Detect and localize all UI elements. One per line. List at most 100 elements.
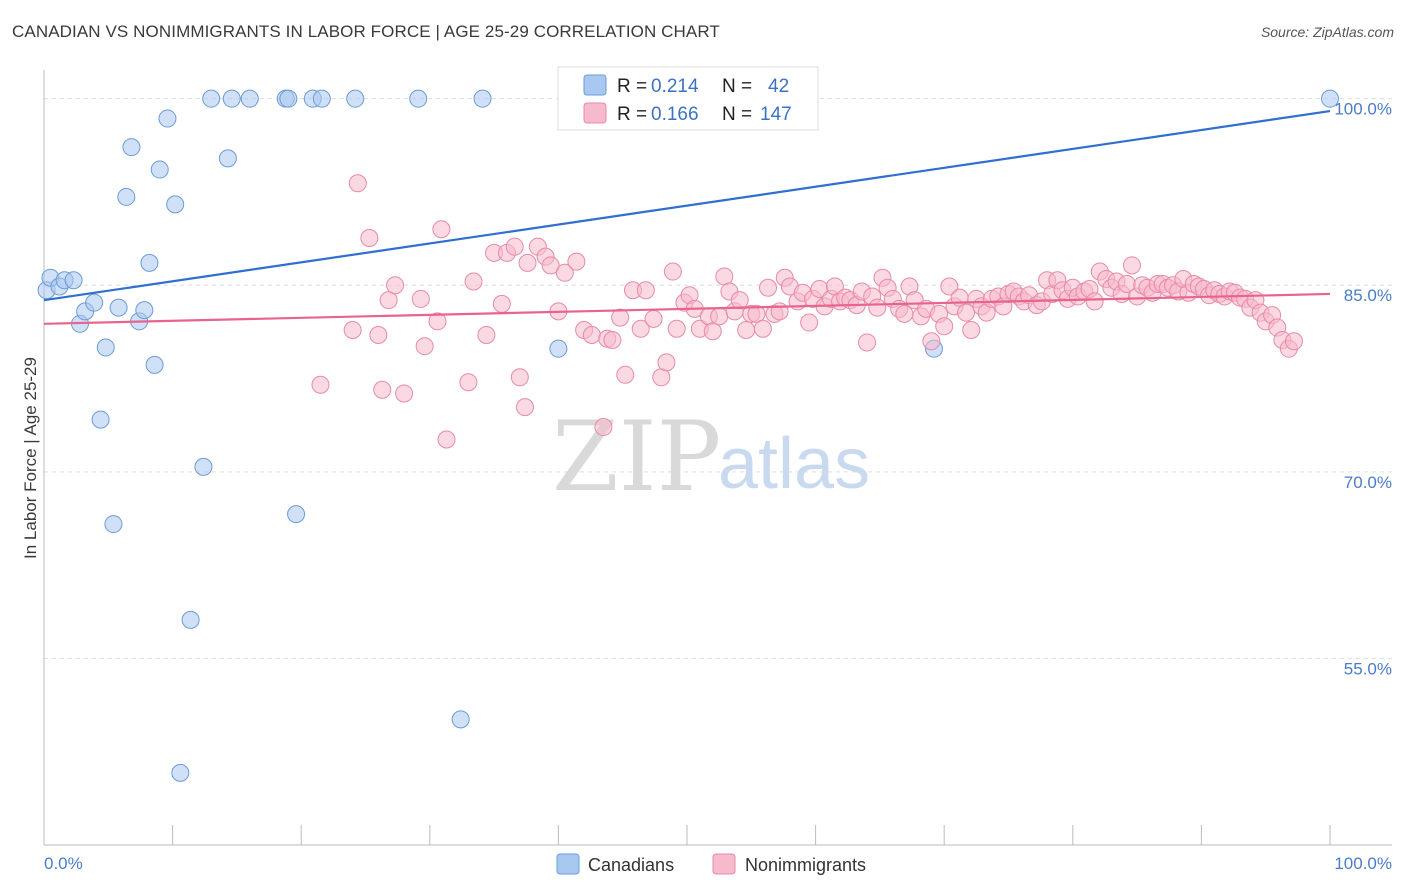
y-tick-label: 70.0% xyxy=(1344,473,1392,492)
nonimmigrants-point xyxy=(753,319,772,338)
canadians-point xyxy=(122,138,141,157)
y-tick-labels: 100.0% 85.0% 70.0% 55.0% xyxy=(1334,100,1392,679)
nonimmigrants-point xyxy=(657,353,676,372)
series-legend: Canadians Nonimmigrants xyxy=(556,853,866,875)
canadians-point xyxy=(346,89,365,108)
canadians-point xyxy=(171,763,190,782)
legend-n-value-canadians: 42 xyxy=(768,76,789,97)
y-tick-label: 100.0% xyxy=(1334,100,1392,119)
nonimmigrants-point xyxy=(730,291,749,310)
nonimmigrants-point xyxy=(373,380,392,399)
nonimmigrants-point xyxy=(611,308,630,327)
legend-swatch-canadians xyxy=(583,74,607,96)
x-tick-label-max: 100.0% xyxy=(1334,854,1392,873)
watermark-zip: ZIP xyxy=(552,401,721,513)
nonimmigrants-point xyxy=(957,303,976,322)
gridlines xyxy=(44,98,1392,659)
source-label: Source: ZipAtlas.com xyxy=(1260,24,1394,40)
canadians-point xyxy=(140,253,159,272)
nonimmigrants-point xyxy=(369,326,388,344)
y-tick-label: 55.0% xyxy=(1344,659,1392,678)
canadians-point xyxy=(279,89,298,108)
nonimmigrants-point xyxy=(555,263,574,282)
nonimmigrants-point xyxy=(411,289,430,308)
nonimmigrants-point xyxy=(703,322,722,341)
nonimmigrants-point xyxy=(603,330,622,349)
nonimmigrants-point xyxy=(770,302,789,321)
stats-legend: R = 0.214 N = 42 R = 0.166 N = 147 xyxy=(557,66,819,131)
nonimmigrants-point xyxy=(432,220,451,239)
nonimmigrants-point xyxy=(510,368,529,387)
canadians-point xyxy=(218,149,237,168)
nonimmigrants-point xyxy=(1122,256,1141,275)
nonimmigrants-point xyxy=(343,321,362,340)
canadians-point xyxy=(194,457,213,476)
nonimmigrants-point xyxy=(415,337,434,356)
bottom-legend-swatch-nonimmigrants xyxy=(712,853,736,875)
x-tick-label-min: 0.0% xyxy=(44,854,83,873)
nonimmigrants-point xyxy=(459,373,478,392)
nonimmigrants-point xyxy=(616,365,635,384)
nonimmigrants-point xyxy=(492,294,511,313)
bottom-legend-label-canadians: Canadians xyxy=(588,855,674,875)
nonimmigrants-point xyxy=(541,256,560,275)
nonimmigrants-point xyxy=(710,307,729,326)
bottom-legend-swatch-canadians xyxy=(556,853,580,875)
nonimmigrants-point xyxy=(437,430,456,449)
chart-title: CANADIAN VS NONIMMIGRANTS IN LABOR FORCE… xyxy=(12,22,720,41)
nonimmigrants-point xyxy=(379,291,398,310)
canadians-point xyxy=(451,710,470,729)
y-tick-label: 85.0% xyxy=(1344,286,1392,305)
canadians-point xyxy=(287,505,306,524)
canadians-point xyxy=(104,515,123,534)
nonimmigrants-points xyxy=(311,174,1303,449)
legend-n-label-nonimmigrants: N = xyxy=(722,104,752,125)
legend-swatch-nonimmigrants xyxy=(583,102,607,124)
canadians-trend-line xyxy=(43,110,1331,302)
nonimmigrants-point xyxy=(395,384,414,403)
canadians-point xyxy=(91,410,110,429)
nonimmigrants-point xyxy=(715,267,734,286)
nonimmigrants-point xyxy=(582,326,601,344)
nonimmigrants-point xyxy=(644,309,663,328)
nonimmigrants-point xyxy=(631,319,650,338)
nonimmigrants-point xyxy=(518,253,537,272)
nonimmigrants-point xyxy=(386,276,405,295)
legend-n-value-nonimmigrants: 147 xyxy=(760,104,792,125)
legend-n-label-canadians: N = xyxy=(722,76,752,97)
legend-r-value-nonimmigrants: 0.166 xyxy=(651,104,699,125)
nonimmigrants-point xyxy=(567,252,586,271)
canadians-point xyxy=(117,187,136,206)
canadians-point xyxy=(135,301,154,320)
canadians-point xyxy=(150,160,169,179)
nonimmigrants-point xyxy=(663,262,682,281)
nonimmigrants-point xyxy=(652,368,671,387)
canadians-point xyxy=(166,195,185,214)
canadians-point xyxy=(1321,89,1339,108)
canadians-point xyxy=(312,89,331,108)
canadians-point xyxy=(222,89,241,108)
bottom-legend-label-nonimmigrants: Nonimmigrants xyxy=(745,855,866,875)
nonimmigrants-point xyxy=(962,321,981,340)
nonimmigrants-point xyxy=(515,398,534,417)
nonimmigrants-point xyxy=(940,277,959,296)
nonimmigrants-point xyxy=(759,278,778,297)
nonimmigrants-point xyxy=(667,319,686,338)
nonimmigrants-point xyxy=(922,332,941,351)
nonimmigrants-point xyxy=(360,228,379,247)
canadians-point xyxy=(85,293,104,312)
nonimmigrants-point xyxy=(1284,332,1303,351)
canadians-point xyxy=(409,89,428,108)
canadians-point xyxy=(473,89,492,108)
nonimmigrants-point xyxy=(800,313,819,332)
canadians-point xyxy=(549,339,568,358)
canadians-point xyxy=(109,298,128,317)
nonimmigrants-point xyxy=(311,375,330,394)
canadians-point xyxy=(158,109,177,128)
nonimmigrants-point xyxy=(747,304,766,323)
watermark-atlas: atlas xyxy=(718,424,870,504)
nonimmigrants-point xyxy=(477,326,496,344)
trend-lines xyxy=(43,110,1331,325)
canadians-point xyxy=(202,89,221,108)
